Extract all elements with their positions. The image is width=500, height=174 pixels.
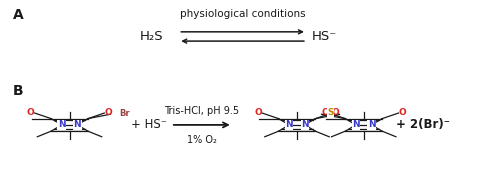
Text: physiological conditions: physiological conditions [180,9,306,19]
Text: H₂S: H₂S [140,30,163,43]
Text: + 2(Br)⁻: + 2(Br)⁻ [396,118,450,131]
Text: A: A [12,8,24,22]
Text: HS⁻: HS⁻ [312,30,337,43]
Text: N: N [368,120,376,129]
Text: O: O [332,108,340,117]
Text: N: N [74,120,81,129]
Text: N: N [301,120,308,129]
Text: O: O [398,108,406,117]
Text: Br: Br [120,109,130,118]
Text: O: O [104,108,112,117]
Text: 1% O₂: 1% O₂ [187,135,217,145]
Text: B: B [12,84,24,98]
Text: + HS⁻: + HS⁻ [130,118,166,131]
Text: N: N [352,120,360,129]
Text: O: O [321,108,329,117]
Text: S: S [327,108,334,117]
Text: O: O [254,108,262,117]
Text: O: O [27,108,34,117]
Text: N: N [58,120,66,129]
Text: N: N [286,120,293,129]
Text: Tris-HCl, pH 9.5: Tris-HCl, pH 9.5 [164,106,240,116]
